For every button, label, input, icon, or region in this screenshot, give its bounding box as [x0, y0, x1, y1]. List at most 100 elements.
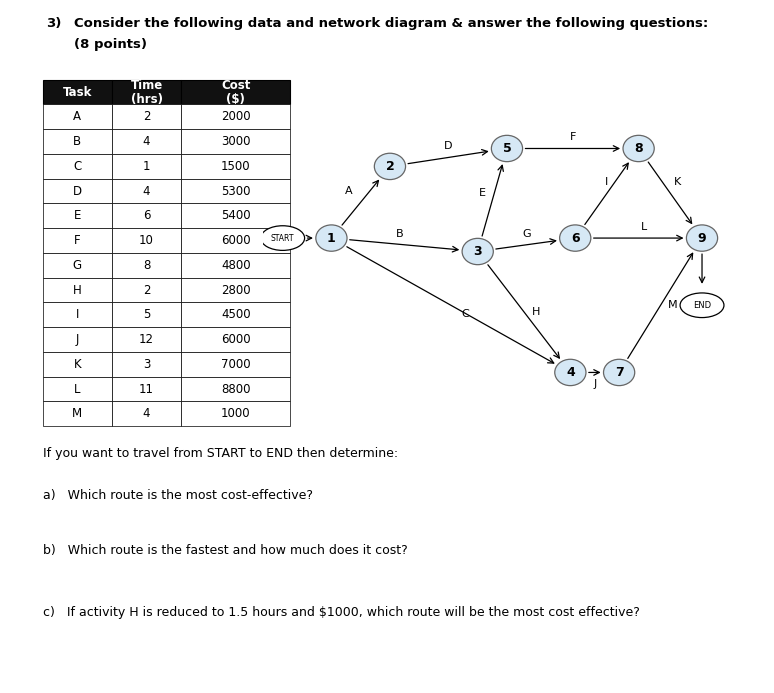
Ellipse shape	[316, 225, 347, 252]
Bar	[181, 278, 290, 302]
Text: I: I	[605, 177, 608, 187]
Text: 4: 4	[566, 366, 575, 379]
Bar	[112, 377, 181, 401]
Text: G: G	[73, 258, 82, 272]
Bar	[181, 129, 290, 154]
Text: B: B	[396, 229, 403, 238]
Ellipse shape	[623, 135, 654, 161]
Text: G: G	[522, 229, 531, 238]
Bar	[181, 105, 290, 129]
Text: If you want to travel from START to END then determine:: If you want to travel from START to END …	[43, 447, 398, 460]
Text: H: H	[532, 307, 540, 317]
Text: b)   Which route is the fastest and how much does it cost?: b) Which route is the fastest and how mu…	[43, 544, 407, 557]
Text: 4500: 4500	[221, 308, 251, 322]
Text: D: D	[73, 184, 82, 198]
Text: 1: 1	[143, 160, 150, 173]
Text: 4: 4	[143, 407, 150, 421]
Text: Time
(hrs): Time (hrs)	[131, 78, 163, 105]
Bar	[43, 105, 112, 129]
Bar	[43, 302, 112, 327]
Text: Cost
($): Cost ($)	[221, 78, 251, 105]
Text: 6000: 6000	[221, 234, 251, 247]
Text: K: K	[674, 177, 681, 187]
Text: 11: 11	[139, 383, 154, 396]
Bar	[181, 154, 290, 179]
Ellipse shape	[680, 293, 724, 317]
Bar	[43, 401, 112, 426]
Bar	[43, 154, 112, 179]
Bar	[181, 302, 290, 327]
Text: F: F	[74, 234, 80, 247]
Text: a)   Which route is the most cost-effective?: a) Which route is the most cost-effectiv…	[43, 489, 313, 502]
Bar	[181, 377, 290, 401]
Text: F: F	[570, 132, 576, 142]
Bar	[181, 327, 290, 352]
Text: 9: 9	[697, 231, 707, 245]
Text: M: M	[72, 407, 82, 421]
Text: 1000: 1000	[221, 407, 251, 421]
Ellipse shape	[560, 225, 591, 252]
Bar	[43, 129, 112, 154]
Text: I: I	[76, 308, 79, 322]
Text: 2000: 2000	[221, 110, 251, 123]
Bar	[112, 204, 181, 228]
Text: 5: 5	[143, 308, 150, 322]
Bar	[43, 179, 112, 204]
Text: 3: 3	[143, 358, 150, 371]
Bar	[112, 228, 181, 253]
Text: J: J	[76, 333, 79, 346]
Text: K: K	[74, 358, 81, 371]
Bar	[43, 327, 112, 352]
Text: 8: 8	[635, 142, 643, 155]
Text: (8 points): (8 points)	[74, 38, 146, 51]
Bar	[181, 80, 290, 105]
Text: E: E	[74, 209, 81, 222]
Text: 6: 6	[143, 209, 150, 222]
Bar	[181, 228, 290, 253]
Text: 2: 2	[143, 110, 150, 123]
Text: L: L	[640, 222, 646, 232]
Text: 3000: 3000	[221, 135, 251, 148]
Text: 2800: 2800	[221, 283, 251, 297]
Bar	[43, 352, 112, 377]
Bar	[112, 154, 181, 179]
Text: 2: 2	[385, 160, 394, 173]
Text: 6: 6	[571, 231, 580, 245]
Text: 8: 8	[143, 258, 150, 272]
Ellipse shape	[462, 238, 493, 265]
Text: 5300: 5300	[221, 184, 251, 198]
Text: 5: 5	[502, 142, 512, 155]
Text: J: J	[593, 378, 596, 389]
Bar	[181, 204, 290, 228]
Text: A: A	[344, 186, 352, 196]
Text: B: B	[74, 135, 81, 148]
Text: 10: 10	[139, 234, 154, 247]
Bar	[112, 105, 181, 129]
Text: C: C	[73, 160, 81, 173]
Bar	[43, 204, 112, 228]
Bar	[181, 253, 290, 278]
Bar	[112, 179, 181, 204]
Bar	[43, 278, 112, 302]
Bar	[112, 352, 181, 377]
Text: 8800: 8800	[221, 383, 251, 396]
Bar	[112, 302, 181, 327]
Text: 1: 1	[327, 231, 336, 245]
Ellipse shape	[375, 153, 406, 179]
Text: 5400: 5400	[221, 209, 251, 222]
Text: 3): 3)	[46, 17, 62, 30]
Text: 3: 3	[474, 245, 482, 258]
Text: D: D	[444, 141, 453, 151]
Bar	[43, 228, 112, 253]
Ellipse shape	[261, 226, 305, 250]
Bar	[43, 377, 112, 401]
Text: END: END	[693, 301, 711, 310]
Bar	[112, 401, 181, 426]
Text: C: C	[461, 309, 469, 319]
Text: 7000: 7000	[221, 358, 251, 371]
Text: 4: 4	[143, 184, 150, 198]
Text: H: H	[73, 283, 81, 297]
Text: 1500: 1500	[221, 160, 251, 173]
Ellipse shape	[491, 135, 522, 161]
Text: 7: 7	[615, 366, 624, 379]
